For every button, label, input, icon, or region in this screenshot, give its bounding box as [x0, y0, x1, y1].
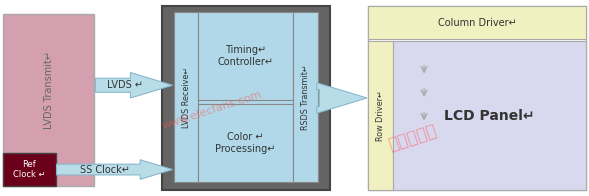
Bar [198, 12, 293, 100]
Bar [174, 12, 318, 182]
Text: 电子发烧友: 电子发烧友 [386, 121, 439, 153]
Bar [393, 41, 586, 190]
Text: Color ↵
Processing↵: Color ↵ Processing↵ [216, 132, 276, 154]
FancyArrow shape [95, 73, 173, 98]
Bar [3, 153, 56, 186]
Text: Timing↵
Controller↵: Timing↵ Controller↵ [217, 45, 274, 67]
Bar [293, 12, 318, 182]
Text: LVDS Receive↵: LVDS Receive↵ [181, 66, 191, 128]
Bar [368, 41, 393, 190]
Text: Row Driver↵: Row Driver↵ [376, 90, 385, 141]
Text: Ref
Clock ↵: Ref Clock ↵ [13, 160, 46, 179]
FancyArrow shape [317, 83, 367, 113]
Bar [162, 6, 330, 190]
Bar [368, 6, 586, 39]
Text: www.elecfans.com: www.elecfans.com [161, 89, 263, 131]
Text: LCD Panel↵: LCD Panel↵ [444, 109, 535, 123]
Text: SS Clock↵: SS Clock↵ [80, 164, 130, 175]
Bar [198, 104, 293, 182]
Text: LVDS ↵: LVDS ↵ [107, 80, 143, 90]
Bar [3, 14, 94, 186]
Bar [368, 6, 586, 190]
Bar [174, 12, 198, 182]
FancyArrow shape [57, 160, 173, 179]
Text: RSDS Transmit↵: RSDS Transmit↵ [301, 64, 310, 130]
Text: Column Driver↵: Column Driver↵ [438, 17, 517, 28]
Text: LVDS Transmit↵: LVDS Transmit↵ [44, 51, 54, 129]
